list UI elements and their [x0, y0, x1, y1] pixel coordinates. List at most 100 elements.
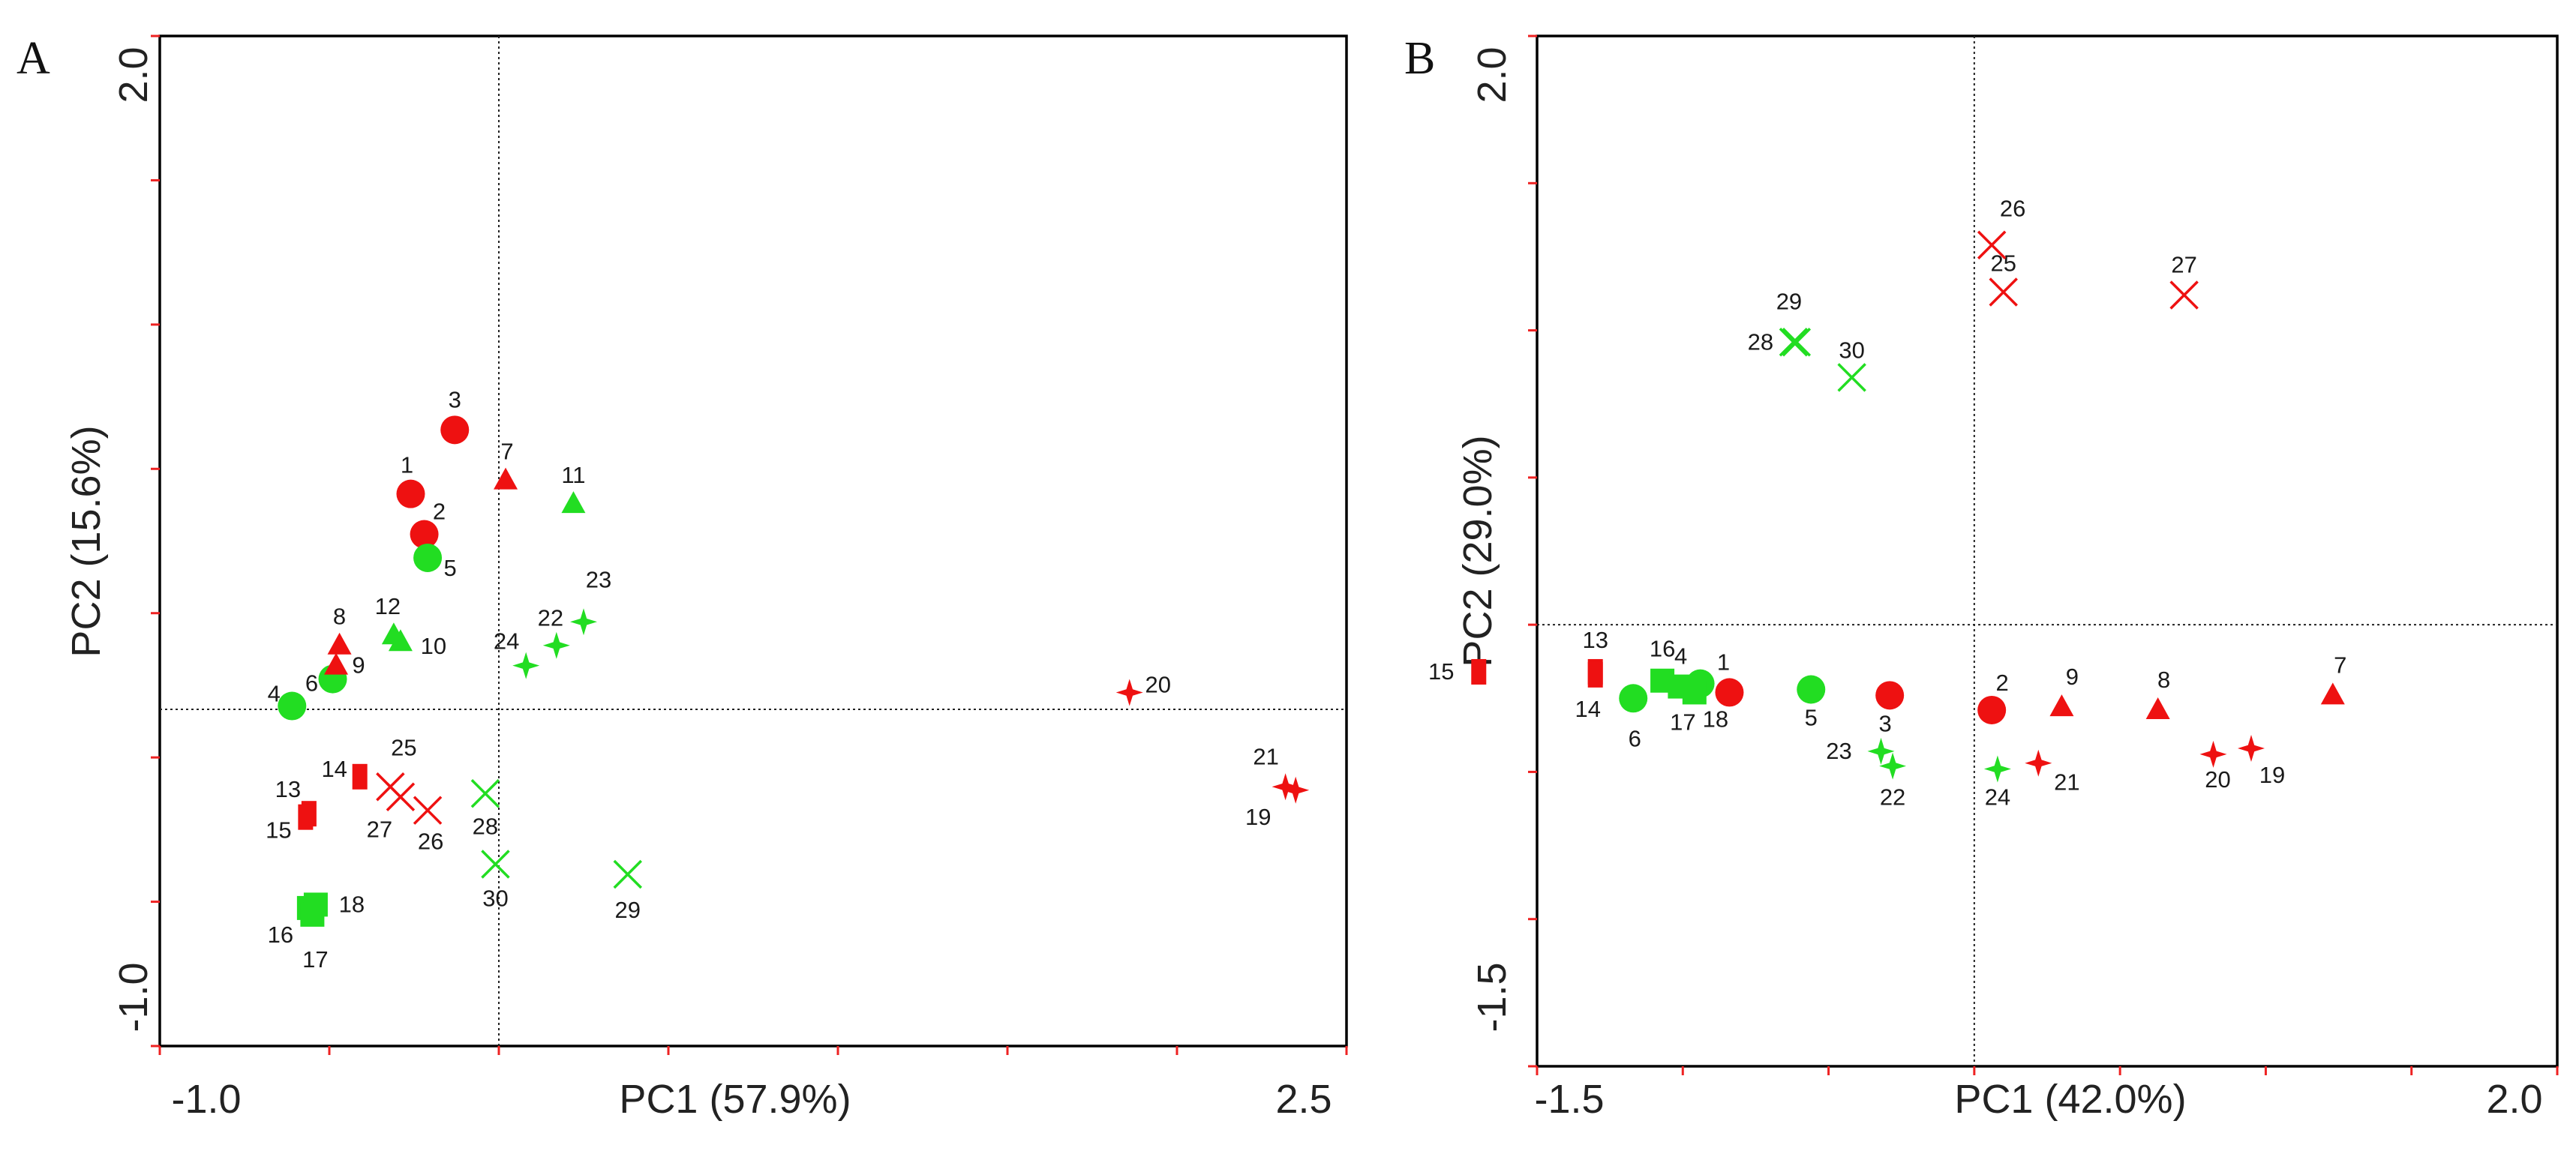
panel-b-point-27: 27: [2169, 251, 2199, 310]
panel-b-point-23: 23: [1826, 737, 1895, 765]
panel-a-x-tick-min: -1.0: [171, 1077, 241, 1122]
panel-b-point-24: 24: [1983, 755, 2011, 811]
panel-a-marker-star: [512, 652, 540, 679]
panel-b-x-axis-title: PC1 (42.0%): [1954, 1077, 2186, 1122]
panel-b-point-14: 14: [1575, 661, 1603, 722]
panel-a-marker-triangle: [561, 491, 586, 514]
panel-a-marker-star: [1115, 679, 1143, 706]
panel-a-point-30: 30: [481, 850, 510, 912]
panel-b-point-label: 23: [1826, 738, 1851, 764]
panel-b-point-label: 21: [2054, 769, 2079, 796]
panel-b-point-label: 6: [1629, 725, 1641, 751]
panel-b-marker-circle: [1875, 681, 1905, 710]
panel-a-marker-star: [542, 631, 570, 659]
panel-a-point-label: 12: [375, 593, 401, 619]
panel-b-point-label: 28: [1748, 328, 1773, 355]
panel-a-point-25: 25: [376, 734, 417, 802]
panel-b-point-label: 17: [1670, 709, 1695, 736]
panel-a-point-18: 18: [303, 891, 365, 917]
panel-b-point-30: 30: [1837, 337, 1866, 392]
panel-b-point-15: 15: [1428, 658, 1487, 685]
panel-a-y-tick-max: 2.0: [111, 46, 156, 103]
panel-a-point-5: 5: [413, 543, 457, 581]
panel-a-marker-x: [413, 796, 443, 825]
panel-b-point-label: 26: [2000, 196, 2025, 222]
panel-b: B PC1 (42.0%) PC2 (29.0%) -1.5 2.0 2.0 -…: [1404, 33, 2559, 1122]
panel-a-point-11: 11: [561, 462, 586, 514]
panel-b-point-28: 28: [1748, 328, 1812, 357]
panel-a-point-label: 1: [401, 452, 413, 478]
panel-b-marker-circle: [1977, 695, 2007, 724]
panel-a-point-3: 3: [440, 386, 470, 445]
panel-b-marker-star: [1879, 752, 1907, 780]
panel-a-point-label: 6: [305, 670, 318, 697]
panel-a-point-label: 27: [367, 817, 392, 843]
panel-b-marker-star: [2025, 749, 2052, 777]
panel-a-point-label: 10: [421, 633, 446, 659]
panel-b-point-label: 1: [1717, 649, 1730, 675]
panel-a-point-label: 16: [268, 922, 293, 948]
panel-b-marker-x: [2169, 280, 2199, 310]
panel-b-point-9: 9: [2049, 664, 2079, 717]
panel-a-marker-circle: [410, 520, 439, 549]
panel-b-marker-x: [1977, 230, 2007, 259]
panel-a-point-label: 30: [482, 886, 508, 912]
panel-b-point-label: 18: [1703, 706, 1728, 732]
panel-a-point-29: 29: [613, 859, 642, 923]
panel-b-marker-star: [1983, 755, 2011, 783]
panel-b-marker-star: [1867, 737, 1895, 765]
panel-a-marker-triangle: [381, 622, 406, 645]
panel-b-point-label: 13: [1582, 627, 1608, 653]
panel-b-point-label: 30: [1839, 337, 1864, 363]
panel-a-point-label: 25: [391, 734, 416, 760]
panel-a-marker-rect: [298, 804, 314, 830]
panel-a-point-19: 19: [1245, 776, 1310, 830]
panel-b-marker-circle: [1797, 675, 1826, 704]
panel-b-marker-triangle: [2145, 697, 2170, 719]
panel-b-y-tick-min: -1.5: [1470, 962, 1515, 1032]
panel-a-point-4: 4: [268, 681, 307, 721]
panel-a-point-27: 27: [367, 782, 416, 843]
panel-a-marker-star: [1271, 773, 1299, 801]
panel-b-marker-x: [1837, 363, 1866, 392]
panel-b-letter: B: [1404, 33, 1435, 84]
panel-a-point-label: 19: [1245, 804, 1271, 830]
panel-a-marker-circle: [413, 543, 443, 572]
panel-b-point-label: 7: [2334, 652, 2346, 678]
panel-a-point-label: 7: [500, 439, 513, 465]
panel-a-point-label: 15: [266, 817, 291, 844]
panel-b-point-1: 1: [1715, 649, 1744, 707]
panel-a-marker-star: [1282, 776, 1310, 804]
panel-a-marker-square: [303, 892, 328, 917]
panel-a-y-axis-title: PC2 (15.6%): [64, 425, 109, 657]
panel-a-plot-frame: [158, 34, 1348, 1048]
panel-b-point-label: 4: [1674, 643, 1687, 670]
panel-a-point-7: 7: [494, 439, 518, 490]
panel-a: A PC1 (57.9%) PC2 (15.6%) -1.0 2.5 2.0 -…: [17, 33, 1348, 1122]
panel-a-x-tick-max: 2.5: [1275, 1077, 1332, 1122]
panel-b-point-3: 3: [1875, 681, 1905, 736]
panel-b-point-22: 22: [1879, 752, 1907, 811]
panel-b-marker-star: [2238, 735, 2265, 762]
panel-b-point-label: 16: [1650, 636, 1675, 662]
panel-b-point-18: 18: [1682, 680, 1728, 732]
panel-b-point-label: 20: [2205, 766, 2230, 793]
panel-b-x-tick-min: -1.5: [1534, 1077, 1604, 1122]
panel-b-point-label: 5: [1805, 705, 1818, 731]
panel-a-point-label: 9: [352, 652, 365, 679]
panel-b-y-tick-max: 2.0: [1470, 46, 1515, 103]
panel-a-marker-rect: [352, 763, 368, 790]
panel-a-point-label: 26: [418, 829, 443, 855]
panel-b-point-19: 19: [2238, 735, 2285, 788]
panel-b-point-label: 29: [1776, 288, 1802, 314]
panel-a-point-15: 15: [266, 804, 314, 844]
panel-b-marker-circle: [1715, 678, 1744, 707]
panel-b-marker-circle: [1619, 684, 1648, 713]
panel-b-point-8: 8: [2145, 667, 2170, 719]
panel-a-point-24: 24: [494, 628, 540, 679]
panel-a-point-2: 2: [410, 499, 446, 549]
panel-a-point-12: 12: [375, 593, 406, 645]
panel-a-point-label: 28: [473, 813, 498, 839]
panel-b-point-5: 5: [1797, 675, 1826, 731]
panel-a-point-label: 4: [268, 681, 281, 707]
